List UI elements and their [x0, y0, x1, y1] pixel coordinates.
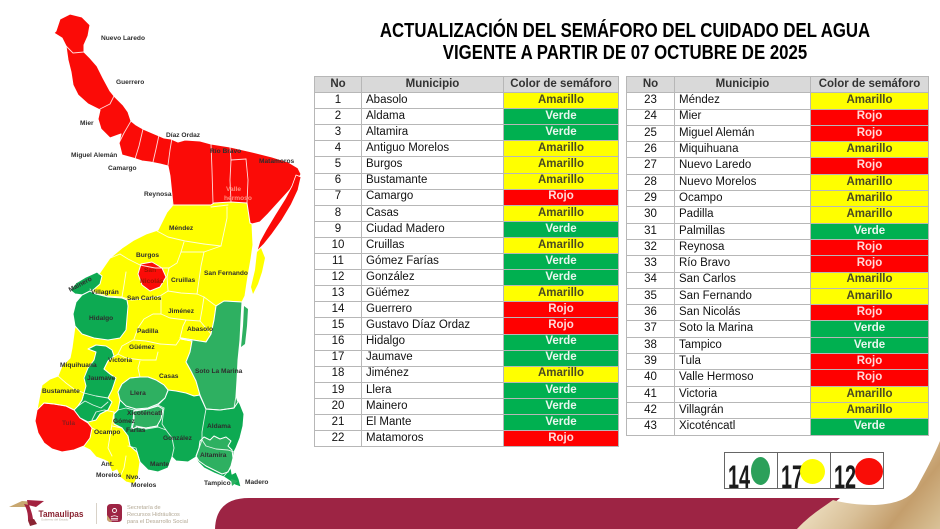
svg-text:Soto La Marina: Soto La Marina [195, 368, 243, 375]
svg-text:Gómez: Gómez [113, 418, 136, 425]
svg-text:Ocampo: Ocampo [94, 429, 120, 436]
svg-text:Secretaría de Recursos Hidrául: Secretaría de Recursos Hidráulicos para … [127, 505, 188, 525]
svg-text:Güémez: Güémez [129, 344, 155, 351]
svg-text:González: González [163, 435, 193, 442]
svg-text:Jaumave: Jaumave [87, 375, 116, 382]
svg-text:Casas: Casas [159, 373, 179, 380]
svg-text:Hidalgo: Hidalgo [89, 315, 113, 322]
svg-text:San Fernando: San Fernando [204, 270, 248, 277]
svg-text:Bustamante: Bustamante [42, 388, 80, 395]
svg-text:Gobierno del Estado: Gobierno del Estado [41, 518, 69, 522]
svg-text:Tampico: Tampico [204, 480, 231, 487]
svg-text:San: San [144, 267, 156, 274]
svg-text:Méndez: Méndez [169, 225, 194, 232]
svg-text:Madero: Madero [245, 479, 268, 486]
svg-text:Padilla: Padilla [137, 328, 159, 335]
svg-text:Ant.: Ant. [101, 461, 114, 468]
svg-text:Guerrero: Guerrero [116, 79, 144, 86]
svg-text:Jiménez: Jiménez [168, 308, 195, 315]
svg-text:hermoso: hermoso [224, 195, 252, 202]
svg-text:Llera: Llera [130, 390, 146, 397]
svg-text:Reynosa: Reynosa [144, 191, 172, 198]
svg-text:Tula: Tula [62, 420, 75, 427]
svg-text:Miquihuana: Miquihuana [60, 362, 97, 369]
svg-text:Nvo.: Nvo. [126, 474, 140, 481]
svg-text:Morelos: Morelos [96, 472, 122, 479]
svg-text:Victoria: Victoria [108, 357, 132, 364]
svg-text:Morelos: Morelos [131, 482, 157, 489]
svg-text:Matamoros: Matamoros [259, 158, 295, 165]
svg-text:Nuevo Laredo: Nuevo Laredo [101, 35, 145, 42]
svg-text:San Carlos: San Carlos [127, 295, 162, 302]
svg-text:Villagrán: Villagrán [91, 289, 119, 296]
svg-text:Camargo: Camargo [108, 165, 137, 172]
svg-text:Miguel Alemán: Miguel Alemán [71, 152, 117, 159]
svg-text:Burgos: Burgos [136, 252, 159, 259]
svg-text:Río Bravo: Río Bravo [210, 148, 241, 155]
svg-text:Xicoténcatl: Xicoténcatl [127, 410, 162, 417]
svg-text:Díaz Ordaz: Díaz Ordaz [166, 132, 201, 139]
svg-text:Farías: Farías [126, 427, 146, 434]
svg-text:Altamira: Altamira [200, 452, 227, 459]
svg-text:Mante: Mante [150, 461, 169, 468]
svg-text:Cruillas: Cruillas [171, 277, 196, 284]
svg-text:Mier: Mier [80, 120, 94, 127]
svg-text:Aldama: Aldama [207, 423, 231, 430]
svg-text:Abasolo: Abasolo [187, 326, 213, 333]
svg-text:Valle: Valle [226, 186, 241, 193]
svg-text:Tamaulipas: Tamaulipas [39, 509, 84, 520]
svg-text:Nicolás: Nicolás [140, 278, 164, 285]
